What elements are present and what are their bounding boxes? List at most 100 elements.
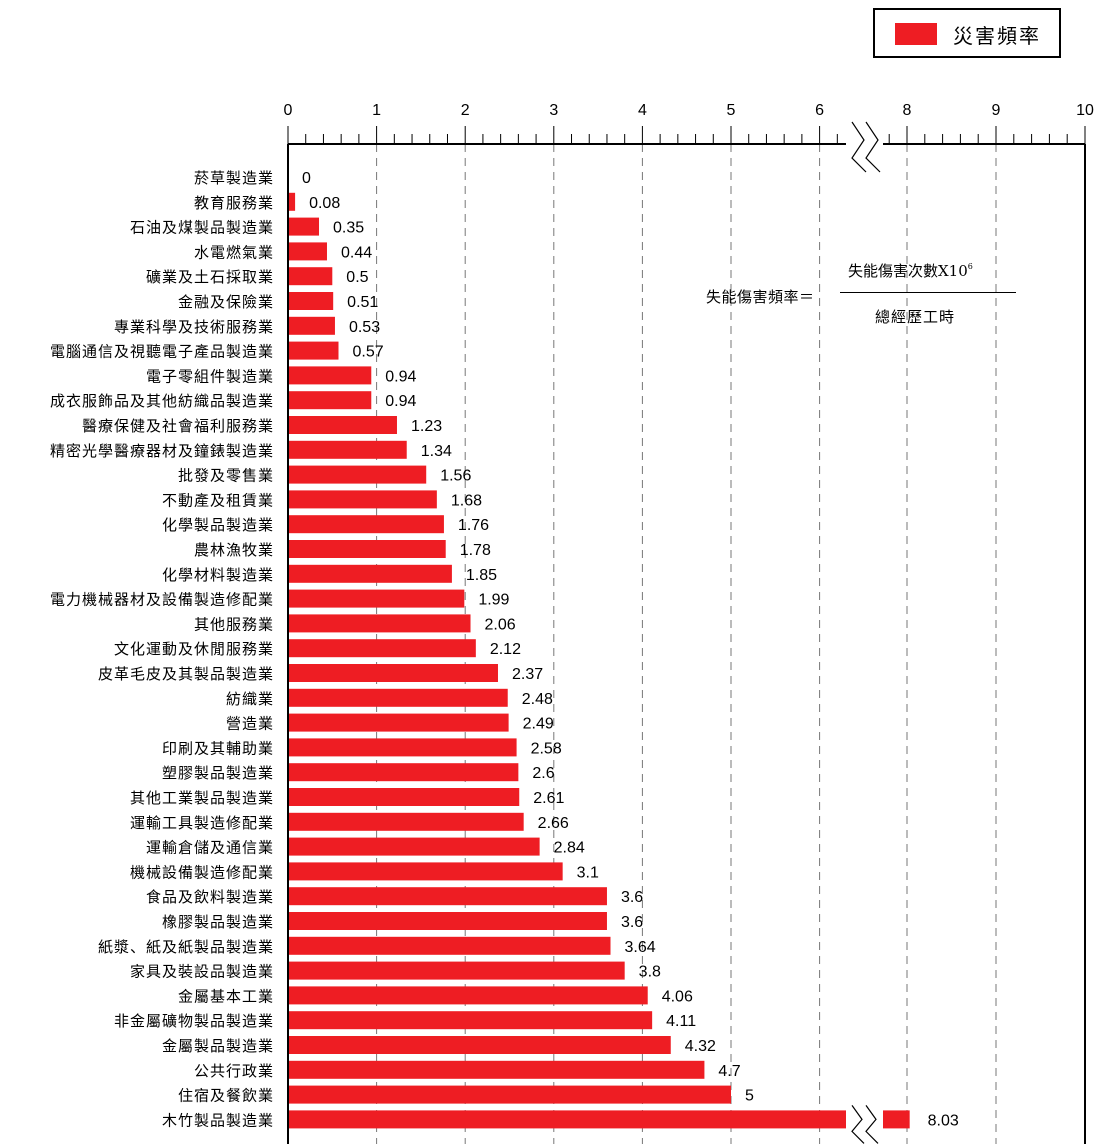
axis-break-mask: [847, 120, 882, 174]
category-label: 住宿及餐飲業: [178, 1087, 274, 1105]
value-label: 0.08: [309, 195, 340, 212]
category-label: 金屬基本工業: [178, 987, 274, 1005]
value-label: 1.78: [460, 542, 491, 559]
value-label: 1.56: [440, 468, 471, 485]
bar: [289, 391, 372, 410]
value-label: 1.85: [466, 567, 497, 584]
axis-break-marker: [865, 121, 881, 173]
bar: [289, 515, 444, 534]
legend: 災害頻率: [873, 8, 1061, 58]
category-label: 成衣服飾品及其他紡織品製造業: [50, 392, 274, 410]
x-tick-label: 8: [903, 102, 912, 119]
bar: [289, 341, 339, 360]
value-label: 2.66: [538, 815, 569, 832]
bar: [289, 292, 334, 310]
x-tick-label: 5: [727, 102, 736, 119]
value-label: 3.6: [621, 889, 643, 906]
bar: [289, 589, 465, 608]
axis-break-marker: [865, 1105, 879, 1144]
formula-left: 失能傷害頻率＝: [706, 288, 815, 306]
category-label: 家具及裝設品製造業: [130, 963, 274, 981]
category-label: 化學製品製造業: [162, 516, 274, 534]
bar: [289, 961, 625, 980]
bar: [289, 316, 335, 335]
category-label: 皮革毛皮及其製品製造業: [98, 665, 274, 683]
bar: [289, 267, 333, 286]
value-label: 1.68: [451, 492, 482, 509]
category-label: 教育服務業: [194, 194, 274, 212]
bar: [289, 366, 372, 385]
value-label: 1.76: [458, 517, 489, 534]
value-label: 5: [745, 1088, 754, 1105]
value-label: 2.48: [522, 691, 553, 708]
bar: [289, 242, 327, 261]
bar: [289, 688, 508, 707]
legend-label: 災害頻率: [953, 24, 1041, 48]
bar: [289, 862, 563, 881]
bar: [883, 1110, 910, 1129]
formula-denominator: 總經歷工時: [875, 308, 956, 326]
value-label: 4.06: [662, 988, 693, 1005]
value-label: 0: [302, 170, 311, 187]
x-tick-label: 10: [1076, 102, 1094, 119]
category-label: 其他服務業: [194, 615, 274, 633]
formula-numerator: 失能傷害次數X106: [848, 260, 973, 281]
category-label: 營造業: [226, 715, 274, 733]
bar: [289, 763, 519, 782]
category-label: 木竹製品製造業: [162, 1111, 274, 1129]
formula-numerator-text: 失能傷害次數X10: [848, 262, 968, 280]
bar: [289, 986, 648, 1005]
formula-fraction-line: [840, 292, 1016, 293]
formula-annotation: 失能傷害頻率＝ 失能傷害次數X106 總經歷工時: [690, 258, 1050, 338]
bar: [289, 1036, 671, 1054]
category-label: 食品及飲料製造業: [146, 888, 274, 906]
bar: [289, 192, 296, 211]
category-label: 精密光學醫療器材及鐘錶製造業: [50, 442, 274, 460]
x-tick-label: 1: [372, 102, 381, 119]
x-tick-label: 4: [638, 102, 647, 119]
bar: [289, 887, 607, 906]
bar: [289, 936, 611, 955]
bar: [289, 738, 517, 757]
bar: [289, 217, 320, 236]
bar: [289, 912, 607, 930]
category-label: 水電燃氣業: [194, 243, 274, 261]
bar: [289, 490, 437, 509]
bar: [289, 1060, 705, 1079]
category-label: 批發及零售業: [178, 467, 274, 485]
category-label: 橡膠製品製造業: [162, 913, 274, 931]
category-label: 紡織業: [226, 690, 274, 708]
formula-exponent: 6: [967, 262, 973, 271]
category-label: 金融及保險業: [178, 293, 274, 311]
category-label: 礦業及土石採取業: [146, 268, 274, 286]
value-label: 2.37: [512, 666, 543, 683]
bar: [289, 639, 476, 658]
bar: [289, 664, 498, 682]
value-label: 2.49: [523, 716, 554, 733]
bar: [289, 788, 520, 806]
value-label: 3.64: [625, 939, 656, 956]
value-label: 3.1: [577, 864, 599, 881]
bar: [289, 564, 452, 583]
category-label: 菸草製造業: [194, 169, 274, 187]
category-label: 文化運動及休閒服務業: [114, 640, 274, 658]
value-label: 2.58: [531, 740, 562, 757]
category-label: 印刷及其輔助業: [162, 739, 274, 757]
value-label: 2.61: [533, 790, 564, 807]
category-label: 電子零組件製造業: [146, 367, 274, 385]
value-label: 2.12: [490, 641, 521, 658]
category-label: 電腦通信及視聽電子產品製造業: [50, 343, 274, 361]
value-label: 2.6: [532, 765, 554, 782]
category-label: 專業科學及技術服務業: [114, 318, 274, 336]
x-tick-label: 3: [549, 102, 558, 119]
bar: [289, 614, 471, 633]
category-label: 化學材料製造業: [162, 566, 274, 584]
bar: [289, 1011, 653, 1030]
bar: [289, 837, 540, 856]
bar: [289, 713, 509, 732]
value-label: 0.44: [341, 244, 372, 261]
value-label: 0.57: [353, 344, 384, 361]
value-label: 0.5: [346, 269, 368, 286]
value-label: 1.99: [478, 592, 509, 609]
value-label: 8.03: [928, 1112, 959, 1129]
